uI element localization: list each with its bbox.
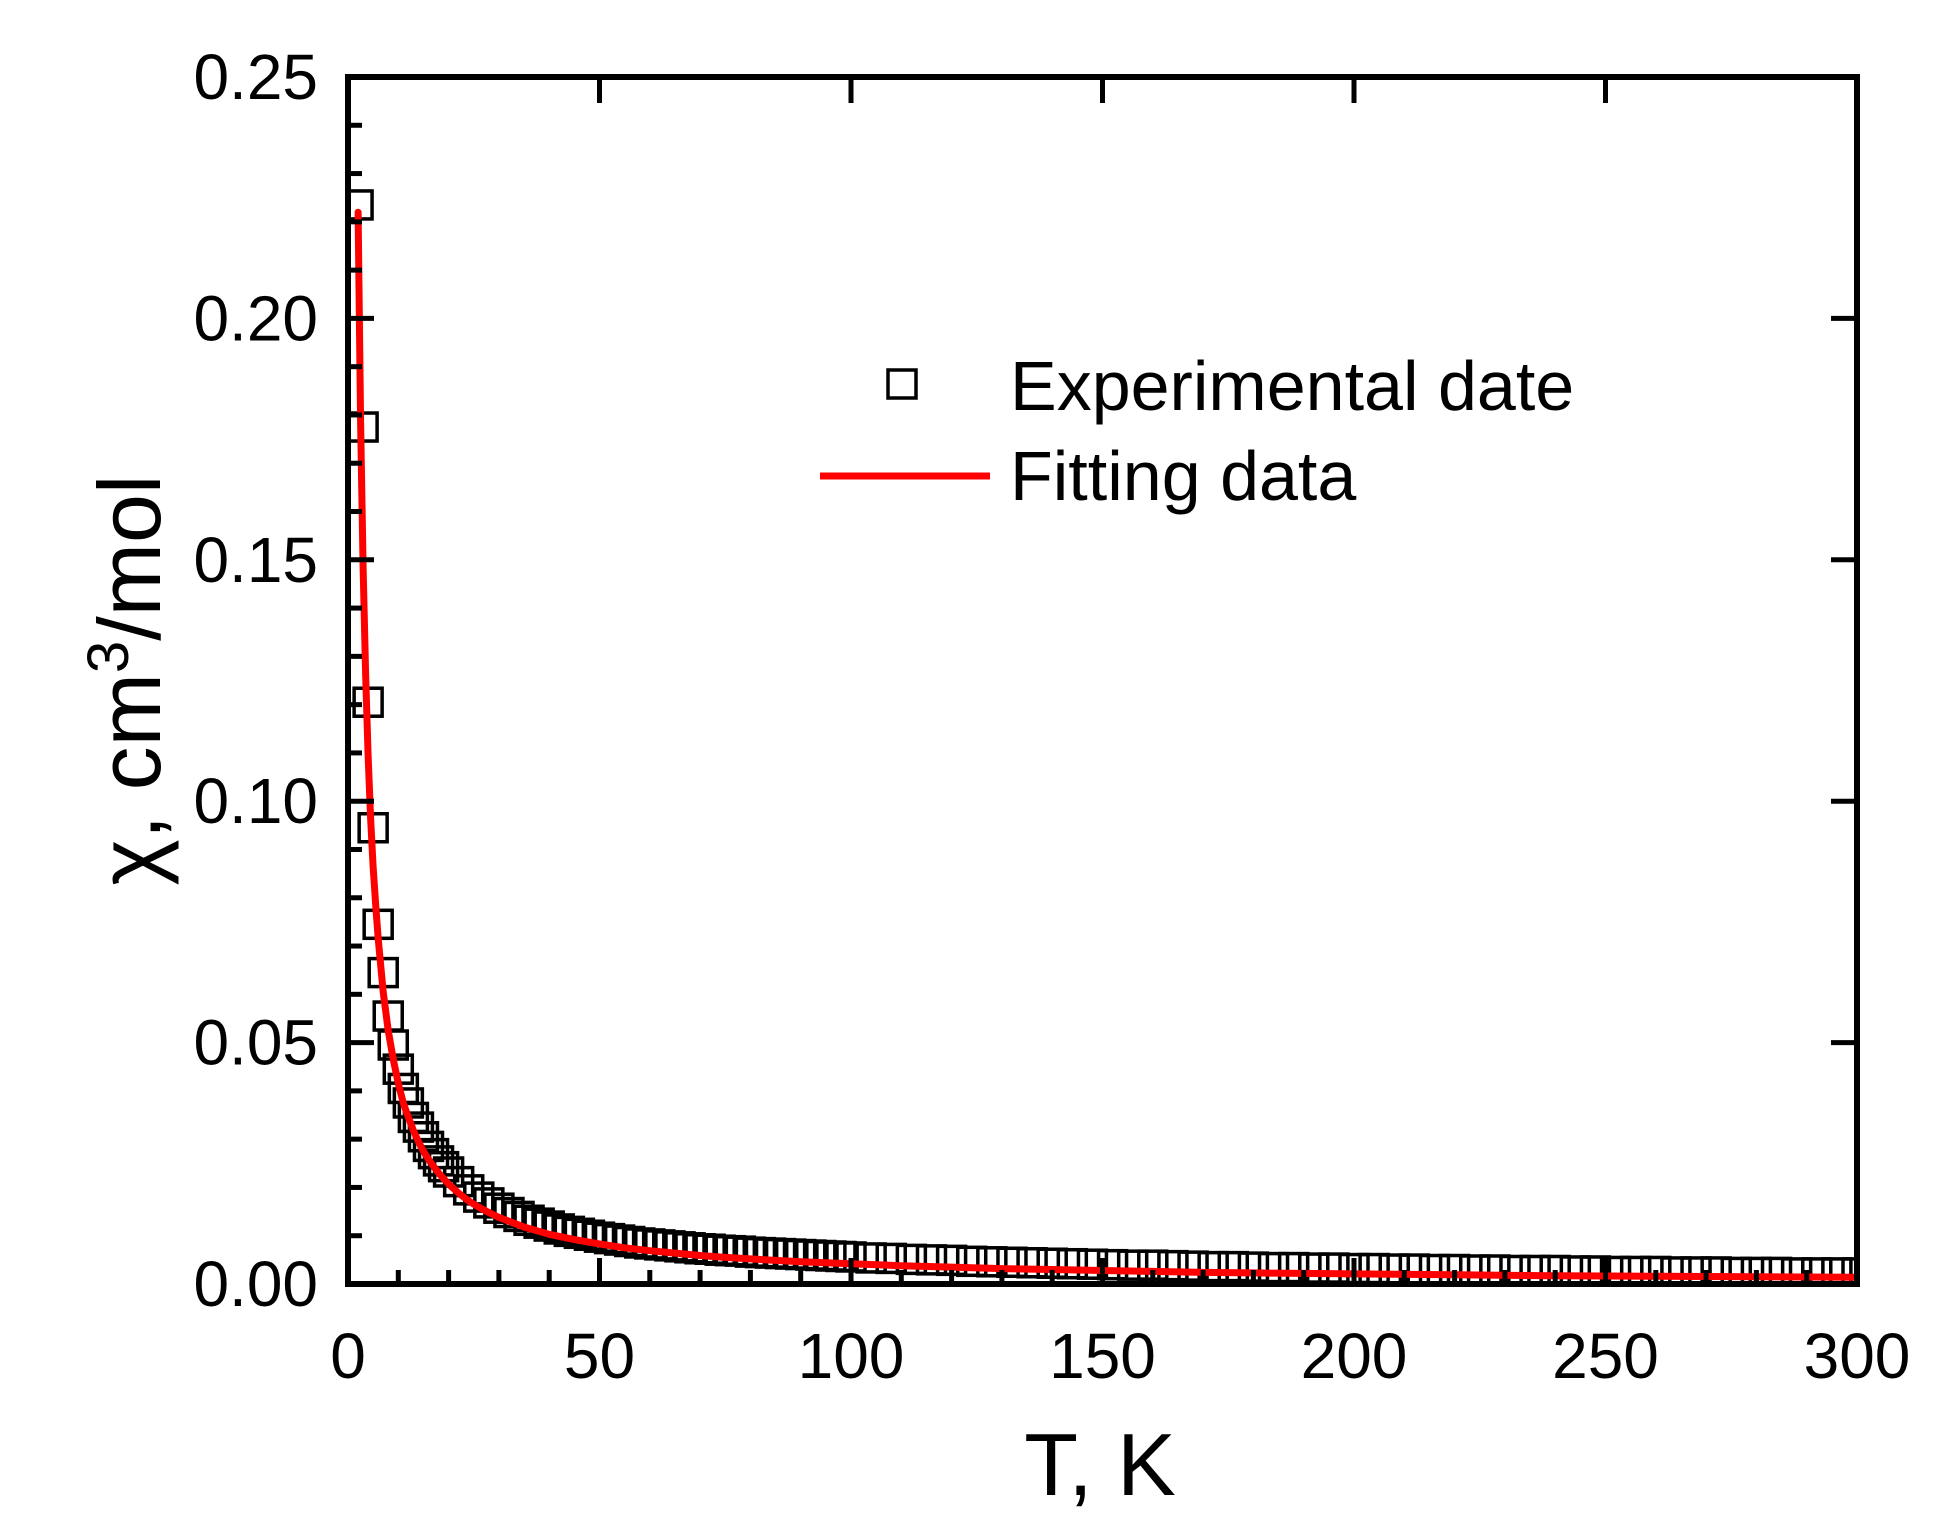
data-point <box>1217 1250 1250 1283</box>
data-point <box>1619 1255 1652 1284</box>
data-point <box>1660 1256 1692 1284</box>
data-point <box>1116 1249 1149 1281</box>
data-point <box>1801 1257 1833 1284</box>
data-point <box>855 1242 887 1274</box>
data-point <box>1157 1249 1189 1282</box>
x-tick-label: 0 <box>330 1320 366 1392</box>
data-point <box>996 1246 1028 1279</box>
y-tick-label: 0.20 <box>193 282 318 354</box>
data-point <box>533 1210 565 1242</box>
fitting-series-line <box>354 208 1857 1281</box>
x-axis-title: T, K <box>1024 1415 1176 1514</box>
data-point <box>1780 1257 1813 1284</box>
data-point <box>523 1207 555 1239</box>
axis-ticks <box>345 74 1860 1287</box>
data-point <box>1760 1256 1793 1284</box>
data-point <box>1318 1252 1350 1284</box>
data-point <box>1821 1257 1853 1284</box>
x-tick-labels: 0 50 100 150 200 250 300 <box>330 1320 1910 1392</box>
data-point <box>955 1245 988 1278</box>
x-tick-label: 50 <box>564 1320 635 1392</box>
legend-label-fitting: Fitting data <box>1010 437 1356 515</box>
data-point <box>1096 1248 1129 1281</box>
data-point <box>895 1243 928 1276</box>
legend: Experimental date Fitting data <box>820 347 1574 515</box>
x-tick-label: 300 <box>1804 1320 1911 1392</box>
data-point <box>915 1244 948 1276</box>
data-point <box>1458 1254 1491 1284</box>
data-point <box>1076 1248 1109 1280</box>
y-tick-label: 0.00 <box>193 1248 318 1320</box>
data-point <box>1257 1251 1290 1284</box>
x-tick-label: 200 <box>1301 1320 1408 1392</box>
y-tick-label: 0.15 <box>193 524 318 596</box>
legend-marker-square <box>886 368 918 400</box>
data-point <box>1358 1252 1390 1284</box>
y-tick-label: 0.25 <box>193 41 318 113</box>
data-point <box>1016 1247 1048 1279</box>
y-axis-title-prefix: χ, cm <box>80 673 179 885</box>
y-tick-label: 0.05 <box>193 1007 318 1079</box>
data-point <box>1720 1256 1753 1284</box>
data-point <box>1579 1255 1612 1284</box>
legend-label-experimental: Experimental date <box>1010 347 1574 425</box>
x-tick-label: 100 <box>798 1320 905 1392</box>
data-point <box>1056 1247 1089 1280</box>
plot-frame <box>345 74 1860 1287</box>
data-point <box>1700 1256 1732 1284</box>
data-point <box>1499 1254 1531 1284</box>
data-point <box>553 1215 586 1248</box>
data-point <box>573 1219 606 1251</box>
data-point <box>1680 1256 1712 1284</box>
data-point <box>563 1217 596 1250</box>
data-point <box>1177 1250 1209 1282</box>
data-point <box>1519 1254 1551 1284</box>
y-tick-labels: 0.00 0.05 0.10 0.15 0.20 0.25 <box>193 41 318 1320</box>
data-point <box>875 1242 907 1275</box>
data-point <box>976 1246 1008 1278</box>
data-point <box>543 1213 576 1245</box>
data-point <box>1599 1255 1632 1284</box>
data-point <box>1197 1250 1229 1283</box>
data-point <box>1559 1255 1592 1284</box>
y-axis-title: χ, cm3/mol <box>76 475 179 886</box>
x-tick-label: 250 <box>1552 1320 1659 1392</box>
data-point <box>1418 1253 1451 1284</box>
data-point <box>1640 1255 1672 1284</box>
y-axis-title-suffix: /mol <box>80 475 179 641</box>
data-point <box>1841 1257 1857 1284</box>
x-tick-label: 150 <box>1049 1320 1156 1392</box>
data-point <box>1539 1254 1571 1284</box>
y-tick-label: 0.10 <box>193 765 318 837</box>
data-point <box>1740 1256 1773 1284</box>
y-axis-title-superscript: 3 <box>76 641 141 673</box>
